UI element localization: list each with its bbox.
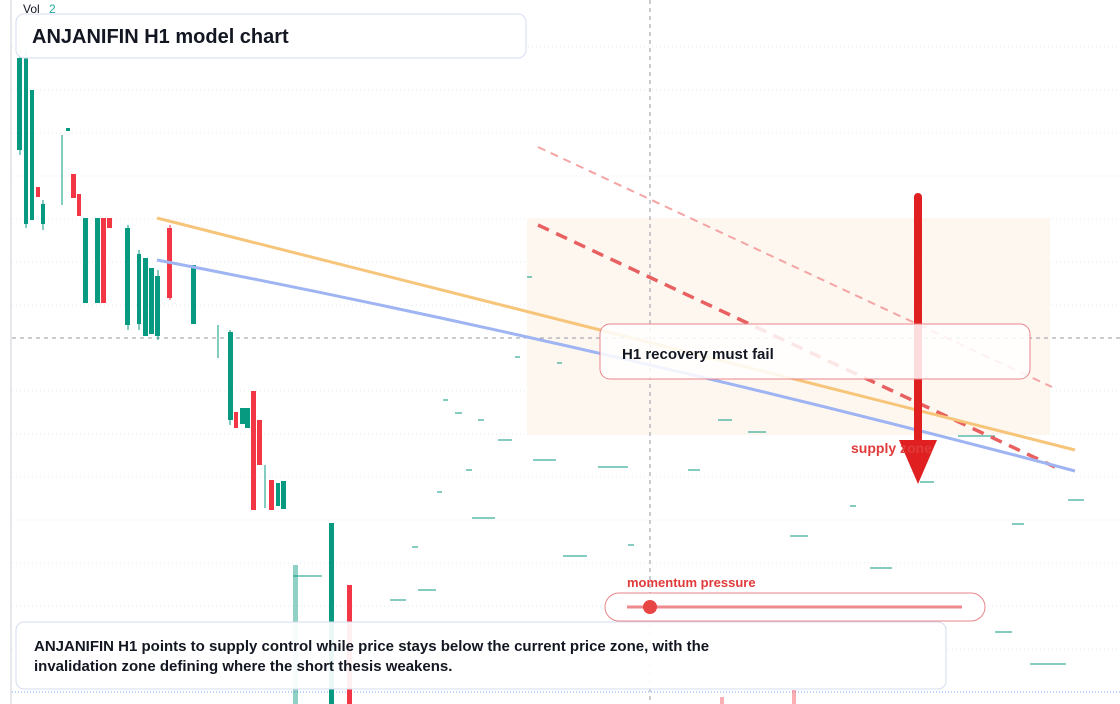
annotation-box xyxy=(599,323,1031,380)
gauge-label: momentum pressure xyxy=(627,575,756,590)
vol-label: Vol xyxy=(23,2,40,16)
vol-value: 2 xyxy=(49,2,56,16)
footer-box xyxy=(15,621,947,690)
footer-wrap: ANJANIFIN H1 points to supply control wh… xyxy=(34,638,710,675)
zone-label: supply zone xyxy=(851,440,932,456)
down-arrow xyxy=(899,193,937,484)
footer-text: ANJANIFIN H1 points to supply control wh… xyxy=(34,638,710,675)
candles xyxy=(17,50,796,704)
gauge-knob xyxy=(643,600,657,614)
flat-ticks xyxy=(293,276,1084,665)
chart-title: ANJANIFIN H1 model chart xyxy=(32,26,289,48)
annotation-text: H1 recovery must fail xyxy=(622,346,774,363)
title-box xyxy=(15,13,527,59)
